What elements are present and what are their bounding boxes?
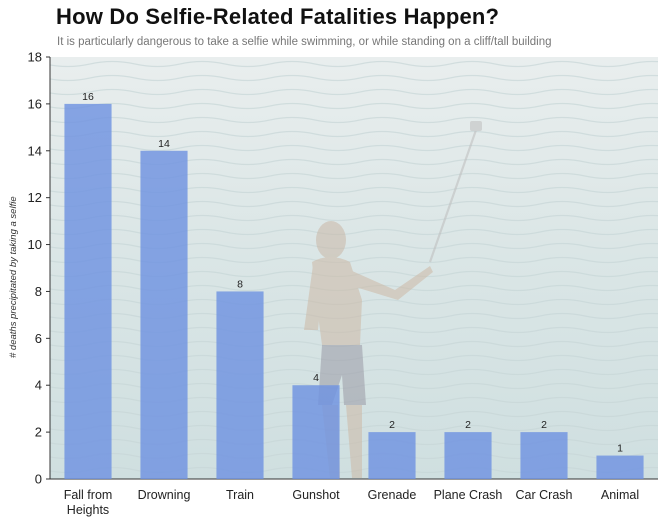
data-label: 2 bbox=[465, 419, 471, 431]
y-tick-label: 14 bbox=[28, 143, 42, 158]
data-label: 4 bbox=[313, 372, 319, 384]
bar bbox=[596, 455, 644, 479]
chart-subtitle: It is particularly dangerous to take a s… bbox=[57, 36, 552, 48]
y-tick-label: 6 bbox=[35, 331, 42, 346]
chart-title: How Do Selfie-Related Fatalities Happen? bbox=[56, 4, 500, 29]
x-tick-label: Train bbox=[226, 488, 254, 502]
bar bbox=[368, 432, 416, 479]
y-tick-label: 8 bbox=[35, 284, 42, 299]
x-tick-label: Animal bbox=[601, 488, 639, 502]
x-tick-label: Plane Crash bbox=[434, 488, 503, 502]
x-tick-label: Gunshot bbox=[292, 488, 340, 502]
y-tick-label: 4 bbox=[35, 378, 42, 393]
data-label: 14 bbox=[158, 138, 170, 150]
x-tick-label: Grenade bbox=[368, 488, 417, 502]
data-label: 16 bbox=[82, 91, 94, 103]
bar bbox=[216, 291, 264, 479]
data-label: 1 bbox=[617, 443, 623, 455]
bar bbox=[292, 385, 340, 479]
bar bbox=[520, 432, 568, 479]
data-label: 8 bbox=[237, 278, 243, 290]
y-tick-label: 0 bbox=[35, 472, 42, 487]
x-tick-label: Car Crash bbox=[516, 488, 573, 502]
y-tick-label: 2 bbox=[35, 425, 42, 440]
data-label: 2 bbox=[389, 419, 395, 431]
bar bbox=[64, 103, 112, 479]
selfie-person-silhouette bbox=[304, 121, 482, 478]
bar bbox=[444, 432, 492, 479]
y-tick-label: 16 bbox=[28, 96, 42, 111]
data-label: 2 bbox=[541, 419, 547, 431]
x-tick-label: Fall from Heights bbox=[64, 488, 113, 517]
y-tick-label: 18 bbox=[28, 50, 42, 65]
bar bbox=[140, 150, 188, 479]
y-tick-label: 12 bbox=[28, 190, 42, 205]
y-tick-label: 10 bbox=[28, 237, 42, 252]
x-tick-label: Drowning bbox=[138, 488, 191, 502]
